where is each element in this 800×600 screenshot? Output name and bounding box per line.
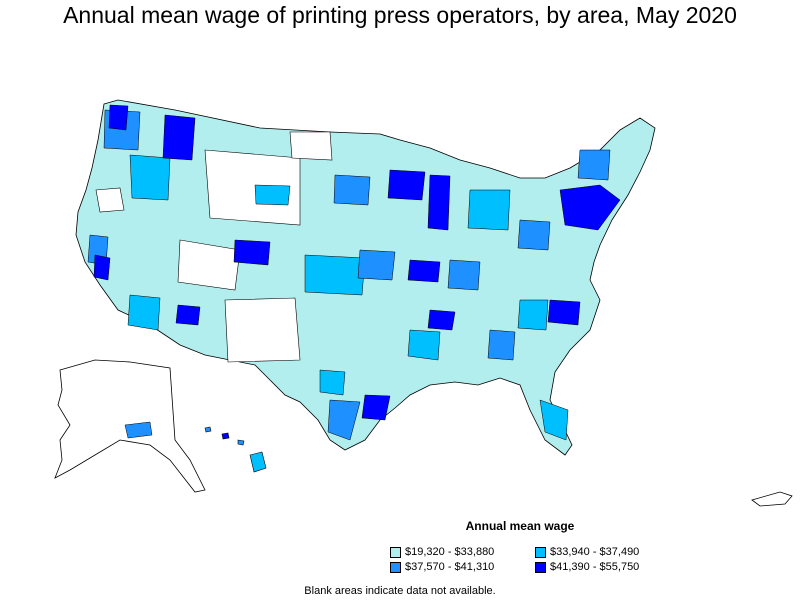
alaska-area	[124, 421, 153, 439]
tier-3-areas	[87, 109, 611, 441]
legend-item-2: $33,940 - $37,490	[535, 546, 639, 558]
legend-swatch-2	[535, 546, 546, 558]
tier-2-areas	[127, 154, 569, 441]
legend-item-3: $37,570 - $41,310	[390, 561, 494, 573]
legend-item-4: $41,390 - $55,750	[535, 561, 639, 573]
legend-label-2: $33,940 - $37,490	[550, 546, 640, 558]
legend-label-1: $19,320 - $33,880	[405, 546, 495, 558]
legend-label-4: $41,390 - $55,750	[550, 561, 640, 573]
legend-swatch-1	[390, 546, 401, 558]
legend-title: Annual mean wage	[465, 519, 575, 533]
legend-swatch-4	[535, 561, 546, 573]
legend-item-1: $19,320 - $33,880	[390, 546, 494, 558]
tier-4-areas	[93, 104, 621, 421]
no-data-areas	[95, 131, 333, 363]
hawaii-shape	[204, 426, 267, 473]
blank-areas-note: Blank areas indicate data not available.	[304, 585, 496, 597]
legend-label-3: $37,570 - $41,310	[405, 561, 495, 573]
map-title: Annual mean wage of printing press opera…	[63, 2, 737, 28]
legend-swatch-3	[390, 561, 401, 573]
puerto-rico-shape	[751, 491, 793, 507]
